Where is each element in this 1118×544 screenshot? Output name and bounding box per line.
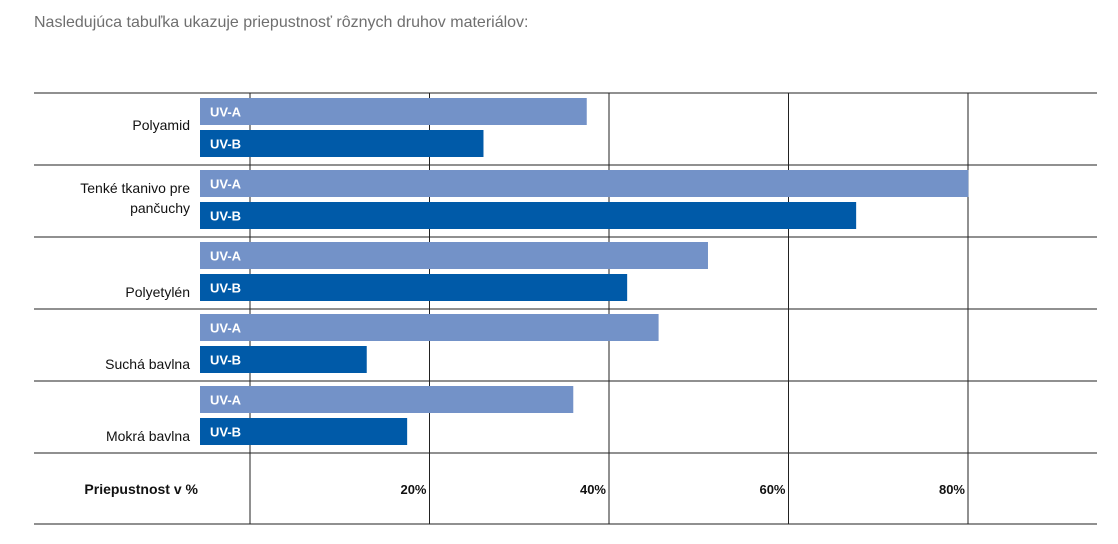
- series-tag-box: [200, 170, 250, 197]
- series-tag-box: [200, 346, 250, 373]
- bar-uv-a: [250, 242, 708, 269]
- series-tag-label: UV-B: [210, 425, 241, 440]
- category-label: Tenké tkanivo pre pančuchy: [80, 180, 190, 216]
- series-tag-label: UV-A: [210, 321, 242, 336]
- bar-uv-b: [250, 274, 628, 301]
- category-label-line: Polyetylén: [125, 284, 190, 300]
- bar-uv-b: [250, 130, 484, 157]
- series-tag-box: [200, 274, 250, 301]
- category-label-line: Suchá bavlna: [105, 356, 190, 372]
- series-tag-box: [200, 386, 250, 413]
- category-label: Polyamid: [132, 117, 190, 133]
- series-tag-box: [200, 418, 250, 445]
- labels: UV-A UV-B Polyamid UV-A UV-B Tenké tkanivo pr…: [80, 105, 965, 498]
- series-tag-label: UV-B: [210, 281, 241, 296]
- bar-uv-a: [250, 98, 587, 125]
- bar-uv-a: [250, 314, 659, 341]
- series-tag-label: UV-B: [210, 353, 241, 368]
- bar-uv-b: [250, 418, 408, 445]
- x-tick-label: 40%: [580, 482, 606, 497]
- bar-uv-b: [250, 202, 857, 229]
- series-tag-box: [200, 130, 250, 157]
- gridlines: [34, 92, 1097, 525]
- x-axis-title: Priepustnost v %: [84, 481, 198, 497]
- x-tick-label: 80%: [939, 482, 965, 497]
- x-tick-label: 60%: [759, 482, 785, 497]
- series-tag-box: [200, 98, 250, 125]
- series-tag-box: [200, 242, 250, 269]
- series-tag-label: UV-A: [210, 393, 242, 408]
- series-tag-label: UV-A: [210, 249, 242, 264]
- intro-text: Nasledujúca tabuľka ukazuje priepustnosť…: [34, 14, 529, 31]
- category-label: Mokrá bavlna: [106, 428, 190, 444]
- series-tag-label: UV-B: [210, 209, 241, 224]
- category-label: Suchá bavlna: [105, 356, 190, 372]
- series-tag-label: UV-A: [210, 177, 242, 192]
- bars: [200, 98, 969, 445]
- bar-uv-a: [250, 170, 969, 197]
- bar-uv-b: [250, 346, 367, 373]
- category-label-line: Tenké tkanivo pre: [80, 180, 190, 196]
- category-label-line: Polyamid: [132, 117, 190, 133]
- category-label-line: Mokrá bavlna: [106, 428, 190, 444]
- x-tick-label: 20%: [400, 482, 426, 497]
- category-label: Polyetylén: [125, 284, 190, 300]
- series-tag-box: [200, 202, 250, 229]
- series-tag-label: UV-B: [210, 137, 241, 152]
- category-label-line: pančuchy: [130, 200, 190, 216]
- series-tag-label: UV-A: [210, 105, 242, 120]
- series-tag-box: [200, 314, 250, 341]
- bar-uv-a: [250, 386, 574, 413]
